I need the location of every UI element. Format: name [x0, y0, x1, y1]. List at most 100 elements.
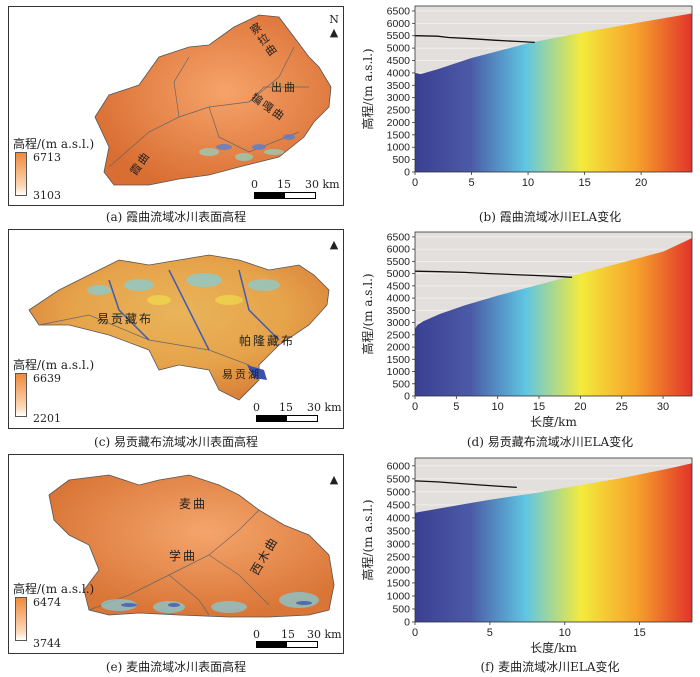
- caption-a: (a) 霞曲流域冰川表面高程: [105, 210, 247, 224]
- legend-min: 3103: [33, 189, 61, 202]
- ela-line: [414, 270, 573, 278]
- legend-title: 高程/(m a.s.l.): [13, 137, 95, 151]
- y-tick-label: 1500: [387, 577, 411, 589]
- x-tick-label: 5: [487, 627, 493, 639]
- ela-chart-d: 0500100015002000250030003500400045005000…: [360, 231, 693, 429]
- ela-line: [414, 35, 535, 44]
- scale-label-0: 0: [253, 628, 260, 641]
- legend-min: 3744: [33, 637, 61, 650]
- legend-bar: [15, 152, 27, 196]
- legend-bar: [15, 373, 27, 417]
- legend-max: 6713: [33, 151, 61, 164]
- y-tick-label: 5000: [387, 43, 411, 55]
- ela-line: [414, 480, 517, 489]
- north-arrow-icon: ▲: [329, 473, 339, 486]
- x-tick-label: 10: [522, 177, 534, 189]
- map-panel-a: 察拉曲 出曲 犏嘎曲 霞曲 N ▲ 高程/(m a.s.l.) 6713 3103…: [8, 6, 344, 206]
- glacier-surface-area: [415, 463, 692, 622]
- ela-chart-b: 0500100015002000250030003500400045005000…: [360, 5, 693, 189]
- y-tick-label: 2000: [387, 564, 411, 576]
- y-tick-label: 2500: [387, 105, 411, 117]
- x-tick-label: 20: [574, 401, 586, 413]
- scale-label-0: 0: [253, 401, 260, 414]
- caption-c: (c) 易贡藏布流域冰川表面高程: [94, 435, 258, 449]
- caption-d: (d) 易贡藏布流域冰川ELA变化: [466, 435, 634, 449]
- y-tick-label: 4000: [387, 512, 411, 524]
- y-tick-label: 6000: [387, 18, 411, 30]
- north-arrow-icon: N ▲: [329, 13, 339, 39]
- x-tick-label: 20: [635, 177, 647, 189]
- river-label: 易贡藏布: [97, 312, 154, 326]
- y-tick-label: 2000: [387, 117, 411, 129]
- scale-bar: [254, 192, 316, 199]
- ela-chart-f: 0500100015002000250030003500400045005000…: [360, 457, 693, 655]
- plot-frame: [414, 5, 693, 173]
- y-tick-label: 5500: [387, 473, 411, 485]
- y-tick-label: 5000: [387, 486, 411, 498]
- map-panel-e: 麦曲 学曲 西木曲 ▲ 高程/(m a.s.l.) 6474 3744 0 15…: [8, 454, 344, 654]
- y-tick-label: 2000: [387, 342, 411, 354]
- x-tick-label: 15: [633, 627, 645, 639]
- x-axis-label: 长度/km: [530, 640, 577, 655]
- y-tick-label: 4000: [387, 293, 411, 305]
- legend-title: 高程/(m a.s.l.): [13, 358, 95, 372]
- y-tick-label: 6000: [387, 244, 411, 256]
- scale-label-15: 15: [277, 178, 291, 191]
- x-tick-label: 15: [578, 177, 590, 189]
- basin-map-e: [48, 474, 335, 618]
- scale-bar: [256, 415, 318, 422]
- legend-max: 6474: [33, 596, 61, 609]
- glacier-surface-area: [415, 238, 692, 396]
- river-label: 出曲: [271, 81, 297, 94]
- north-label: N: [329, 13, 339, 26]
- legend-max: 6639: [33, 372, 61, 385]
- y-tick-label: 3500: [387, 80, 411, 92]
- legend-bar: [15, 597, 27, 641]
- y-tick-label: 6500: [387, 5, 411, 17]
- legend-min: 2201: [33, 412, 61, 425]
- map-panel-c: 易贡藏布 帕隆藏布 易贡湖 ▲ 高程/(m a.s.l.) 6639 2201 …: [8, 229, 344, 429]
- y-axis-label: 高程/(m a.s.l.): [360, 48, 375, 129]
- y-tick-label: 0: [404, 167, 410, 179]
- y-axis-label: 高程/(m a.s.l.): [360, 499, 375, 580]
- scale-label-30: 30 km: [307, 628, 342, 641]
- x-tick-label: 10: [492, 401, 504, 413]
- plot-frame: [414, 457, 693, 623]
- scale-label-30: 30 km: [305, 178, 340, 191]
- y-tick-label: 1500: [387, 354, 411, 366]
- x-axis-label: 长度/km: [530, 414, 577, 429]
- x-tick-label: 5: [468, 177, 474, 189]
- x-tick-label: 25: [616, 401, 628, 413]
- north-arrow-icon: ▲: [329, 238, 339, 251]
- y-tick-label: 4500: [387, 280, 411, 292]
- basin-map-c: [28, 254, 330, 401]
- y-tick-label: 1000: [387, 590, 411, 602]
- y-tick-label: 1500: [387, 129, 411, 141]
- y-tick-label: 5500: [387, 256, 411, 268]
- x-tick-label: 30: [657, 401, 669, 413]
- y-tick-label: 1000: [387, 366, 411, 378]
- x-tick-label: 0: [412, 627, 418, 639]
- river-label: 帕隆藏布: [239, 334, 296, 348]
- scale-bar: [256, 641, 318, 648]
- y-tick-label: 4000: [387, 67, 411, 79]
- river-label: 易贡湖: [222, 368, 261, 381]
- y-tick-label: 3000: [387, 92, 411, 104]
- x-tick-label: 10: [559, 627, 571, 639]
- y-tick-label: 3000: [387, 538, 411, 550]
- caption-e: (e) 麦曲流域冰川表面高程: [105, 660, 247, 674]
- y-tick-label: 500: [392, 603, 410, 615]
- caption-f: (f) 麦曲流域冰川ELA变化: [480, 660, 620, 674]
- scale-label-15: 15: [281, 628, 295, 641]
- scale-label-0: 0: [251, 178, 258, 191]
- y-tick-label: 3500: [387, 525, 411, 537]
- y-tick-label: 5000: [387, 268, 411, 280]
- y-axis-label: 高程/(m a.s.l.): [360, 273, 375, 354]
- x-tick-label: 0: [412, 401, 418, 413]
- y-tick-label: 5500: [387, 30, 411, 42]
- y-tick-label: 3500: [387, 305, 411, 317]
- caption-b: (b) 霞曲流域冰川ELA变化: [478, 210, 622, 224]
- x-tick-label: 5: [453, 401, 459, 413]
- basin-map-a: [94, 14, 332, 186]
- y-tick-label: 500: [392, 378, 410, 390]
